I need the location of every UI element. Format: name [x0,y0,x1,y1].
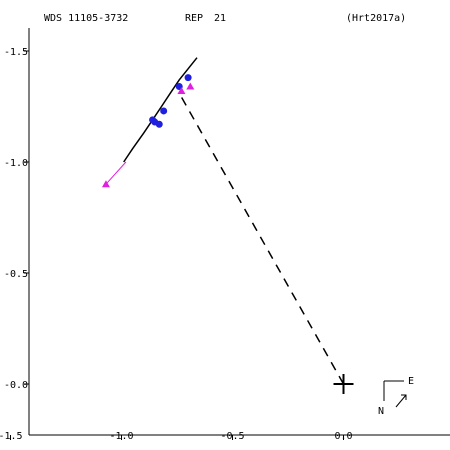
compass-arrow [395,394,407,408]
reference-label: (Hrt2017a) [346,13,406,24]
speckle-point [186,82,195,90]
residual-line [105,161,127,185]
x-tick-label: 0.0 [334,431,352,442]
compass-east-label: E [408,376,414,387]
axis-ticks: -1.5 -1.0 -0.5 0.0 -1.5 -1.0 -0.5 -0.0 [0,47,353,442]
y-tick-label: -1.5 [4,47,28,58]
y-tick-label: -1.0 [4,158,28,169]
compass-north-label: N [378,406,384,417]
x-tick-label: -1.5 [0,431,23,442]
observation-point [155,120,163,128]
compass-arrow-head [401,394,407,400]
x-tick-label: -1.0 [109,431,133,442]
rep-label: REP [185,13,203,24]
wds-id-label: WDS 11105-3732 [44,13,128,24]
orbit-lines [105,57,345,385]
y-tick-label: -0.0 [4,380,28,391]
periastron-line [178,92,345,385]
speckle-point [177,86,186,94]
y-tick-label: -0.5 [4,269,28,280]
compass: E N [378,376,414,417]
observation-point [184,74,192,82]
orbit-arc [123,57,198,163]
speckle-point [101,180,110,188]
observation-marks [101,74,354,394]
observation-point [160,107,168,115]
rep-value: 21 [214,13,226,24]
x-tick-label: -0.5 [220,431,244,442]
